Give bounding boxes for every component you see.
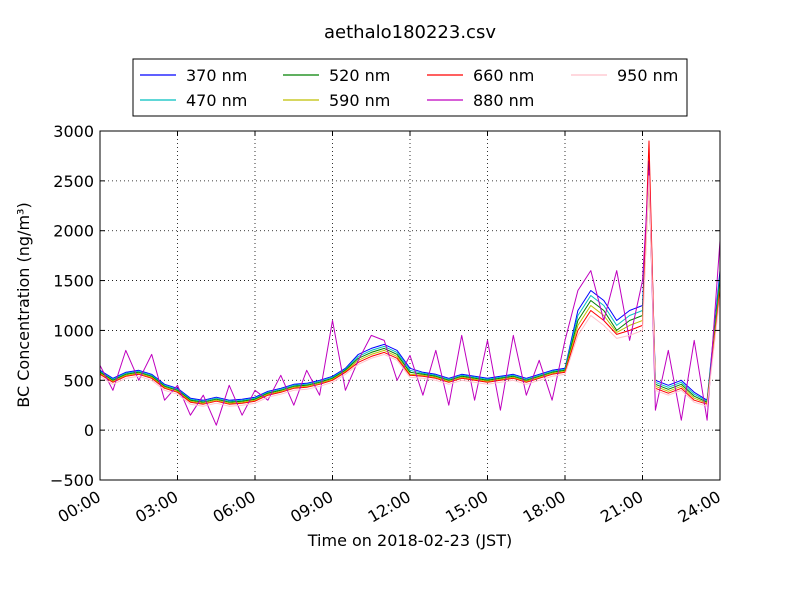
- series-line-520-nm: [99, 175, 721, 403]
- legend-box: [132, 58, 688, 117]
- series-line-880-nm: [99, 170, 721, 426]
- y-axis-label: BC Concentration (ng/m³): [14, 202, 33, 407]
- series-lines: [99, 140, 721, 426]
- y-tick-label: 0: [84, 421, 94, 440]
- legend-label: 950 nm: [617, 66, 678, 85]
- y-tick-label: −500: [50, 471, 94, 490]
- y-tick-label: 500: [63, 371, 94, 390]
- legend-items: 370 nm 470 nm 520 nm 590 nm 660 nm 880 nm 950 …: [140, 66, 678, 110]
- legend-label: 660 nm: [473, 66, 534, 85]
- y-tick-label: 1500: [53, 272, 94, 291]
- legend-label: 880 nm: [473, 91, 534, 110]
- y-tick-label: 3000: [53, 122, 94, 141]
- y-tick-label: 1000: [53, 321, 94, 340]
- legend-label: 370 nm: [186, 66, 247, 85]
- chart-title: aethalo180223.csv: [324, 22, 496, 43]
- legend-label: 520 nm: [329, 66, 390, 85]
- series-line-950-nm: [99, 175, 721, 407]
- legend-label: 590 nm: [329, 91, 390, 110]
- legend: 370 nm 470 nm 520 nm 590 nm 660 nm 880 nm 950 …: [132, 58, 688, 117]
- x-axis-label: Time on 2018-02-23 (JST): [307, 531, 512, 550]
- legend-label: 470 nm: [186, 91, 247, 110]
- y-tick-label: 2500: [53, 172, 94, 191]
- y-tick-label: 2000: [53, 222, 94, 241]
